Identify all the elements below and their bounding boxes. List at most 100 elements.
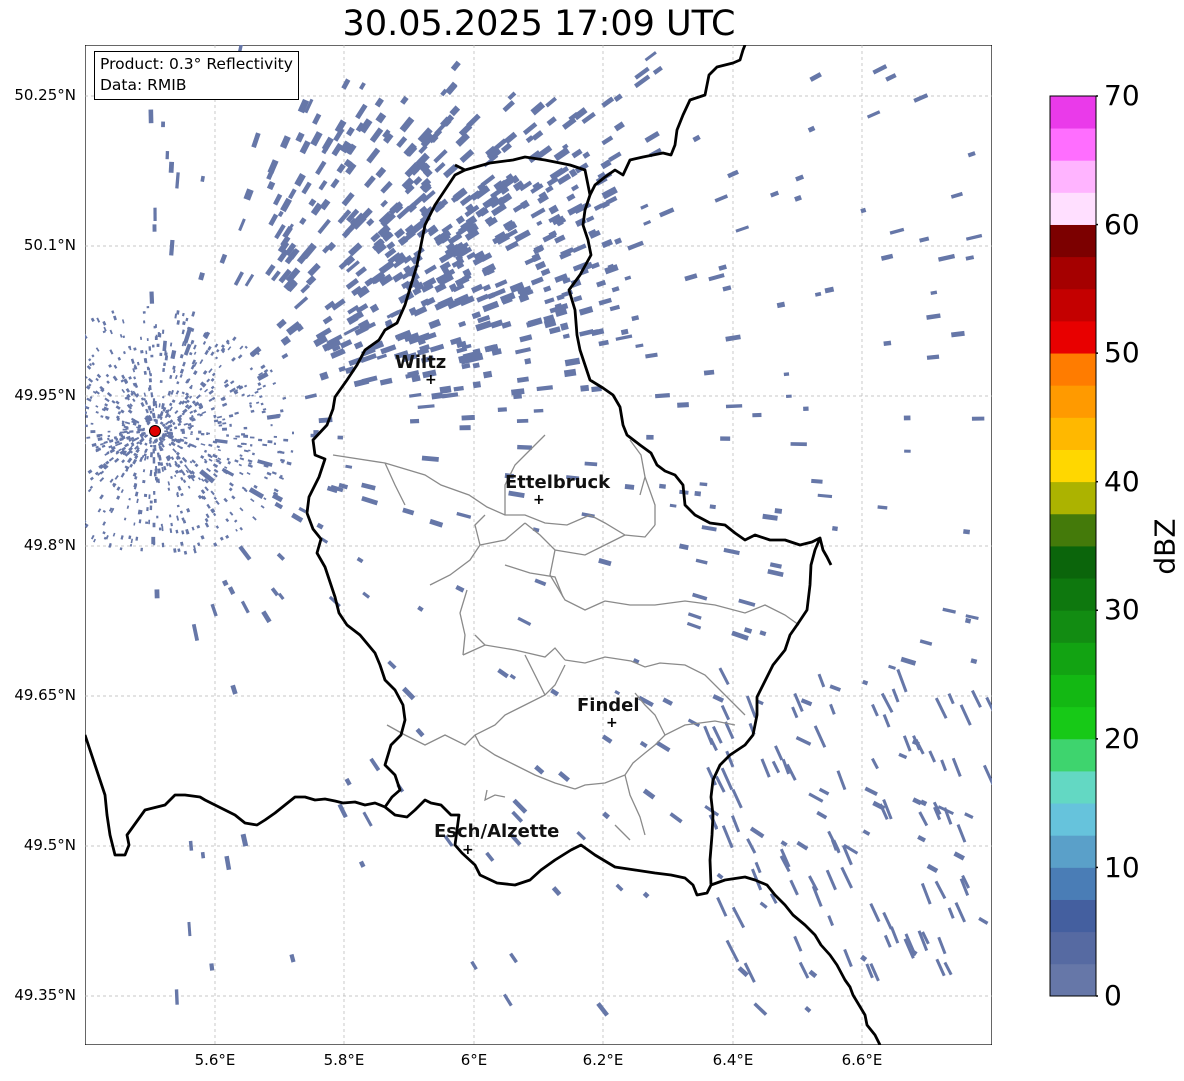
radar-site-marker[interactable] [149, 425, 161, 437]
echo-cell [452, 283, 465, 293]
echo-cell [519, 334, 533, 343]
echo-cell [107, 437, 110, 441]
echo-cell [333, 127, 345, 142]
lat-tick-label: 49.35°N [14, 986, 76, 1004]
echo-cell [108, 439, 114, 443]
echo-cell [274, 501, 284, 510]
echo-cell [555, 308, 568, 317]
city-label-findel: Findel [577, 695, 640, 716]
echo-cell [579, 329, 594, 337]
echo-cell [982, 764, 992, 785]
echo-cell [181, 456, 188, 463]
echo-cell [779, 848, 791, 868]
echo-cell [256, 371, 269, 381]
echo-cell [397, 235, 409, 246]
echo-cell [412, 192, 428, 207]
echo-cell [825, 869, 837, 891]
echo-cell [315, 327, 332, 340]
echo-cell [200, 455, 205, 460]
echo-cell [807, 125, 816, 133]
echo-cell [461, 343, 472, 350]
city-ettelbruck[interactable]: Ettelbruck + [505, 472, 611, 508]
echo-cell [890, 926, 900, 944]
echo-cell [363, 175, 376, 189]
echo-cell [434, 282, 447, 293]
echo-cell [153, 444, 157, 448]
echo-cell [128, 497, 131, 501]
echo-cell [420, 298, 430, 307]
lat-tick-label: 50.25°N [14, 86, 76, 104]
echo-cell [191, 459, 196, 464]
echo-cell [253, 484, 258, 489]
echo-cell [169, 428, 173, 432]
echo-cell [134, 491, 139, 497]
echo-cell [451, 246, 467, 258]
echo-cell [149, 410, 153, 414]
colorbar-band [1050, 481, 1096, 515]
echo-cell [170, 349, 177, 360]
echo-cell [942, 607, 956, 614]
echo-cell [441, 223, 453, 234]
echo-cell [211, 396, 216, 401]
echo-cell [180, 476, 184, 481]
echo-cell [166, 454, 172, 460]
echo-cell [124, 378, 129, 384]
echo-cell [290, 450, 294, 453]
echo-cell [193, 361, 198, 367]
map-panel[interactable]: Wiltz + Ettelbruck + Findel + Esch/Alzet… [85, 45, 992, 1045]
echo-cell [383, 132, 394, 144]
echo-cell [156, 452, 160, 458]
echo-cell [699, 482, 708, 487]
echo-cell [900, 656, 917, 666]
echo-cell [183, 436, 188, 439]
echo-cell [138, 441, 143, 446]
echo-cell [346, 260, 360, 273]
echo-cell [903, 938, 915, 959]
echo-cell [620, 328, 629, 336]
echo-cell [190, 431, 193, 434]
echo-cell [272, 491, 279, 496]
echo-cell [270, 587, 280, 597]
echo-cell [136, 361, 140, 366]
colorbar-band [1050, 385, 1096, 418]
echo-cell [285, 267, 301, 284]
echo-cell [312, 113, 322, 125]
echo-cell [170, 475, 173, 480]
echo-cell [91, 354, 95, 358]
echo-cell [169, 342, 173, 347]
city-esch[interactable]: Esch/Alzette + [434, 821, 559, 858]
echo-cell [437, 273, 454, 287]
echo-cell [124, 396, 128, 400]
echo-cell [415, 727, 425, 738]
city-label-wiltz: Wiltz [395, 352, 446, 373]
echo-cell [104, 397, 110, 403]
echo-cell [930, 290, 938, 295]
echo-cell [376, 353, 388, 360]
echo-cell [95, 347, 100, 352]
echo-cell [168, 462, 172, 468]
city-findel[interactable]: Findel + [577, 695, 640, 731]
echo-cell [144, 416, 149, 422]
echo-cell [263, 497, 267, 501]
echo-cell [239, 526, 243, 531]
echo-cell [216, 415, 223, 419]
figure-title: 30.05.2025 17:09 UTC [342, 4, 736, 44]
echo-cell [207, 453, 212, 457]
echo-cell [140, 431, 145, 436]
echo-cell [454, 275, 470, 287]
echo-cell [106, 380, 110, 384]
echo-cell [169, 402, 173, 407]
colorbar-band [1050, 417, 1096, 450]
echo-cell [162, 406, 167, 412]
echo-cell [305, 275, 317, 286]
echo-cell [90, 534, 95, 540]
echo-cell [142, 479, 146, 484]
city-wiltz[interactable]: Wiltz + [395, 352, 446, 388]
echo-cell [186, 508, 191, 513]
echo-cell [199, 359, 204, 365]
echo-cell [273, 488, 279, 493]
echo-cell [378, 211, 392, 225]
echo-cell [136, 393, 140, 397]
echo-cell [224, 466, 228, 469]
echo-cell [484, 216, 494, 225]
